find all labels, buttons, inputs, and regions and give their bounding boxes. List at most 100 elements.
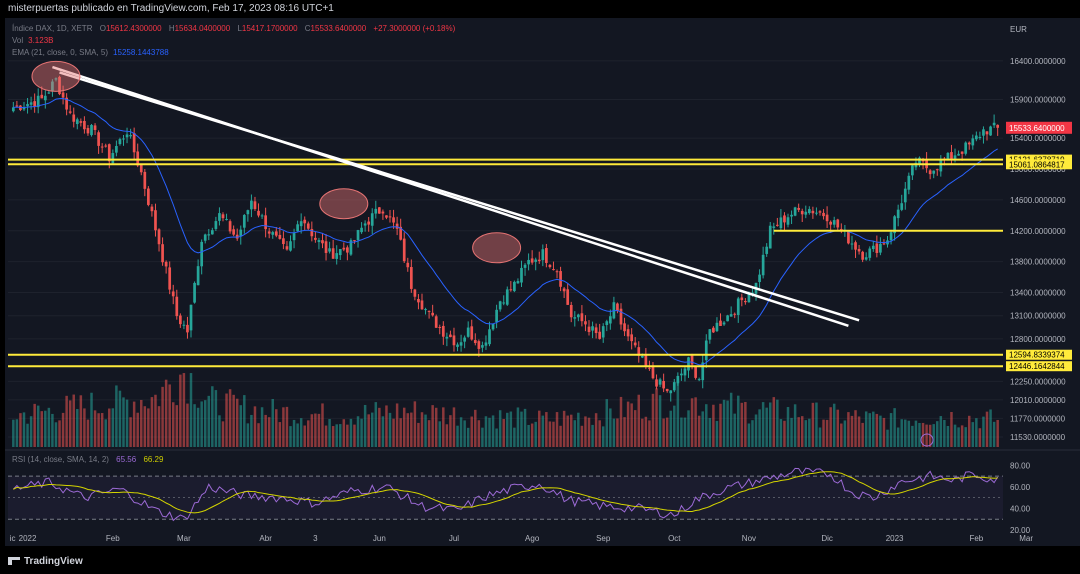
volume-bar <box>459 417 463 447</box>
level-price-tag <box>1006 349 1072 360</box>
candle-body <box>633 342 637 346</box>
candle-body <box>800 210 804 215</box>
candle-body <box>356 230 360 241</box>
candle-body <box>847 231 850 244</box>
candle-body <box>697 379 701 381</box>
volume-bar <box>171 402 175 447</box>
volume-bar <box>818 427 822 447</box>
volume-bar <box>125 399 129 447</box>
volume-bar <box>715 420 719 447</box>
volume-bar <box>356 416 360 447</box>
time-tick-label: Dic <box>821 534 833 543</box>
candle-body <box>246 210 250 215</box>
candle-body <box>978 137 982 139</box>
rsi-line <box>12 467 999 522</box>
volume-bar <box>243 395 246 447</box>
volume-bar <box>466 427 470 447</box>
volume-bar <box>729 392 733 447</box>
candle-body <box>413 289 417 297</box>
volume-bar <box>850 415 854 447</box>
volume-bar <box>566 415 569 447</box>
volume-bar <box>680 417 683 447</box>
volume-bar <box>484 416 488 447</box>
price-axis[interactable] <box>1005 18 1080 546</box>
candle-body <box>175 296 179 317</box>
volume-bar <box>676 378 680 447</box>
candle-body <box>381 211 385 214</box>
candle-body <box>623 323 626 332</box>
volume-bar <box>541 415 545 447</box>
candle-body <box>264 215 267 230</box>
volume-legend: Vol 3.123B <box>12 36 58 45</box>
candle-body <box>132 133 136 153</box>
volume-bar <box>765 407 768 447</box>
price-tick-label: 13800.0000000 <box>1010 258 1066 267</box>
candle-body <box>722 322 726 325</box>
volume-bar <box>331 426 335 447</box>
volume-bar <box>367 414 370 447</box>
candle-body <box>40 94 44 99</box>
candle-body <box>456 344 459 347</box>
volume-bar <box>573 420 577 447</box>
candle-body <box>349 240 353 255</box>
candle-body <box>953 155 957 159</box>
volume-bar <box>235 398 239 447</box>
volume-bar <box>79 395 83 447</box>
candle-body <box>811 210 815 214</box>
candle-body <box>726 315 729 322</box>
candle-body <box>591 326 594 331</box>
time-tick-label: Nov <box>742 534 756 543</box>
tradingview-logo: TradingView <box>8 556 83 567</box>
price-tick-label: 11530.0000000 <box>1010 433 1066 442</box>
candle-body <box>598 331 602 339</box>
high-value: 15634.0400000 <box>174 24 231 33</box>
volume-bar <box>580 425 584 447</box>
volume-bar <box>918 422 921 447</box>
volume-bar <box>836 409 840 447</box>
candle-body <box>104 145 108 147</box>
candle-body <box>182 324 186 326</box>
candle-body <box>964 142 968 154</box>
candle-body <box>395 223 399 229</box>
volume-bar <box>399 418 402 447</box>
candle-body <box>974 135 978 140</box>
candle-body <box>353 240 356 242</box>
volume-bar <box>342 419 346 447</box>
volume-bar <box>726 400 729 447</box>
candle-body <box>292 232 296 241</box>
candle-body <box>655 379 658 387</box>
volume-bar <box>100 413 104 447</box>
volume-bar <box>804 420 808 447</box>
volume-bar <box>104 419 107 447</box>
candle-body <box>935 169 939 171</box>
volume-bar <box>815 402 818 447</box>
volume-bar <box>363 404 367 447</box>
candle-body <box>694 365 697 378</box>
volume-bar <box>150 397 154 447</box>
candle-body <box>147 188 150 205</box>
candle-body <box>683 368 687 376</box>
candle-body <box>946 152 950 160</box>
volume-bar <box>907 420 911 447</box>
candle-body <box>338 249 342 256</box>
rsi-tick-label: 20.00 <box>1010 526 1031 535</box>
candle-body <box>772 226 776 228</box>
candle-body <box>111 153 115 164</box>
volume-bar <box>388 412 392 447</box>
candle-body <box>26 104 29 107</box>
volume-bar <box>76 408 79 447</box>
candle-body <box>868 248 872 258</box>
volume-bar <box>339 424 342 447</box>
candle-body <box>626 329 630 337</box>
candle-body <box>608 316 612 324</box>
candle-body <box>328 248 331 252</box>
candle-body <box>818 211 822 213</box>
candle-body <box>385 215 388 218</box>
volume-bar <box>292 419 296 447</box>
candle-body <box>960 151 964 154</box>
candle-body <box>47 92 51 94</box>
candle-body <box>314 237 317 240</box>
candle-body <box>569 304 573 318</box>
volume-bar <box>619 396 623 447</box>
